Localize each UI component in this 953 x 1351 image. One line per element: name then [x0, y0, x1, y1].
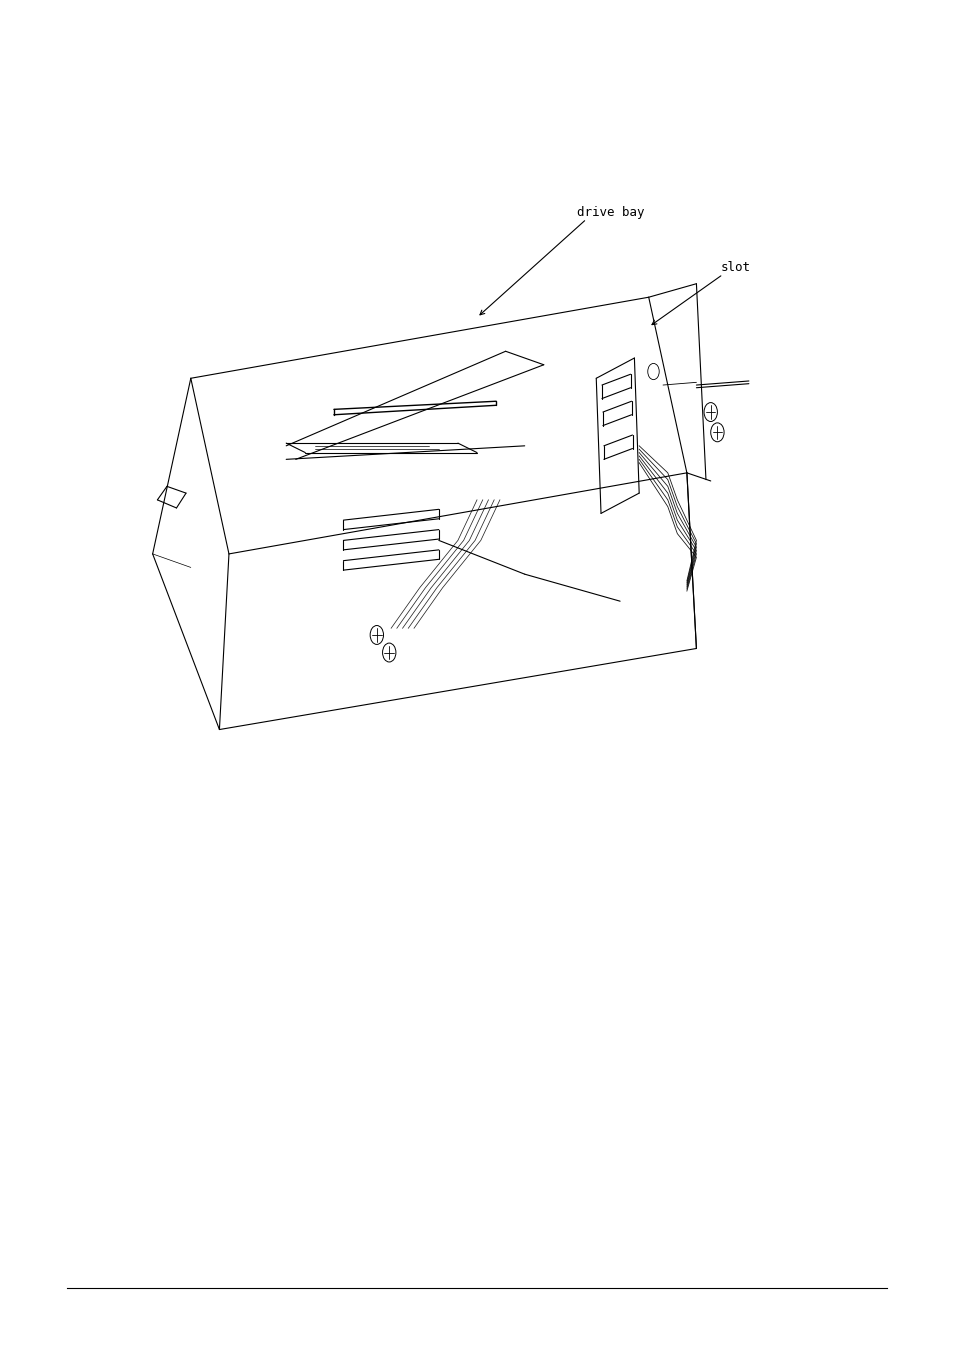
Text: drive bay: drive bay [577, 205, 644, 219]
Text: slot: slot [720, 261, 749, 274]
